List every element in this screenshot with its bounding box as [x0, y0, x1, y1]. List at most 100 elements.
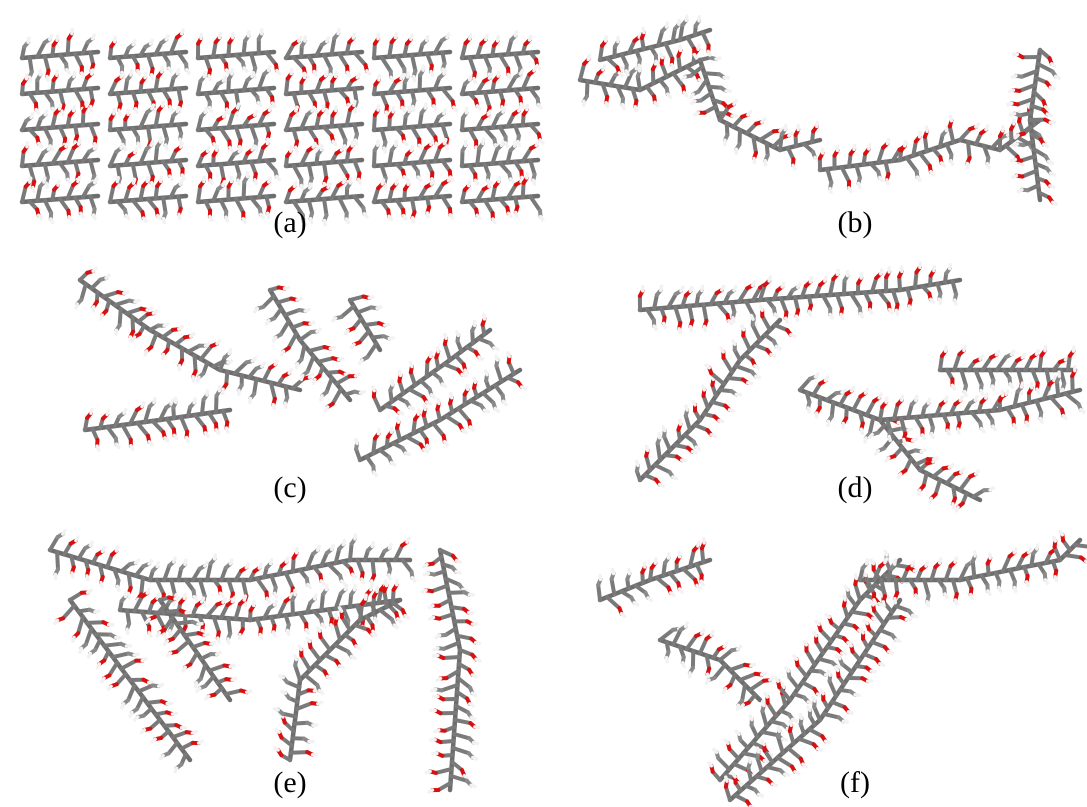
bond [1008, 103, 1012, 104]
bond [927, 127, 928, 131]
bond [182, 175, 184, 179]
bond [472, 675, 475, 677]
bond [913, 141, 916, 155]
bond [236, 199, 243, 213]
bond [456, 572, 460, 573]
bond [445, 334, 446, 338]
bond [170, 107, 172, 110]
bond [93, 35, 95, 39]
bond [230, 665, 234, 666]
bond [716, 58, 720, 59]
bond [999, 587, 1001, 591]
bond [783, 684, 784, 688]
bond [734, 764, 748, 770]
bond [807, 651, 815, 665]
bond [932, 434, 933, 438]
bond [44, 178, 45, 182]
bond [902, 396, 903, 400]
bond [763, 702, 764, 706]
bond [793, 165, 795, 169]
bond [149, 633, 151, 637]
bond [686, 16, 687, 20]
bond [474, 79, 475, 83]
bond [321, 595, 323, 611]
bond [816, 374, 819, 377]
bond [378, 430, 379, 434]
bond [422, 590, 426, 591]
bond [464, 776, 467, 779]
bond [273, 405, 274, 409]
bond [377, 307, 381, 308]
bond [698, 542, 699, 546]
bond [444, 70, 445, 74]
bond [152, 75, 153, 79]
bond [867, 401, 875, 415]
bond [842, 390, 845, 392]
bond [163, 102, 164, 106]
bond [91, 409, 92, 413]
bond [764, 761, 768, 762]
bond [757, 748, 758, 752]
bond [412, 199, 415, 212]
bond [95, 179, 97, 183]
bond [759, 794, 763, 796]
bond [976, 471, 978, 474]
bond [852, 612, 868, 615]
bond [329, 564, 340, 575]
bond [709, 763, 712, 766]
bond [308, 585, 311, 588]
bond [1021, 156, 1034, 160]
bond [664, 437, 670, 451]
bond [311, 647, 321, 660]
bond [832, 702, 845, 707]
bond [237, 112, 238, 116]
bond [684, 92, 686, 95]
bond [177, 641, 189, 652]
bond [1022, 171, 1036, 177]
bond [238, 104, 239, 108]
bond [162, 68, 163, 72]
bond [206, 344, 210, 346]
bond [87, 622, 103, 623]
bond [39, 215, 42, 218]
bond [149, 561, 152, 564]
bond [736, 731, 739, 734]
bond [912, 562, 914, 566]
bond [255, 309, 258, 312]
bond [724, 643, 726, 646]
bond [414, 77, 415, 81]
bond [51, 219, 53, 223]
bond [496, 356, 497, 360]
bond [206, 696, 209, 699]
bond [373, 387, 375, 391]
bond [185, 560, 186, 564]
bond [881, 270, 882, 274]
bond [680, 25, 683, 40]
bond [802, 682, 814, 689]
bond [360, 331, 369, 342]
bond [424, 450, 428, 452]
bond [837, 271, 838, 275]
bond [486, 371, 487, 375]
bond [244, 596, 245, 600]
bond [139, 686, 153, 692]
bond [389, 544, 391, 548]
bond [117, 674, 126, 684]
bond [889, 437, 890, 441]
bond [762, 732, 778, 735]
bond [333, 389, 341, 404]
bond [613, 570, 614, 574]
bond [340, 608, 342, 611]
bond [135, 149, 137, 153]
bond [626, 71, 628, 75]
bond [215, 555, 216, 559]
bond [789, 133, 792, 136]
bond [778, 727, 779, 731]
bond [374, 115, 375, 130]
bond [780, 135, 782, 151]
bond [324, 55, 331, 68]
bond [690, 288, 691, 292]
bond [901, 418, 905, 434]
bond [520, 71, 522, 75]
bond [813, 697, 815, 701]
